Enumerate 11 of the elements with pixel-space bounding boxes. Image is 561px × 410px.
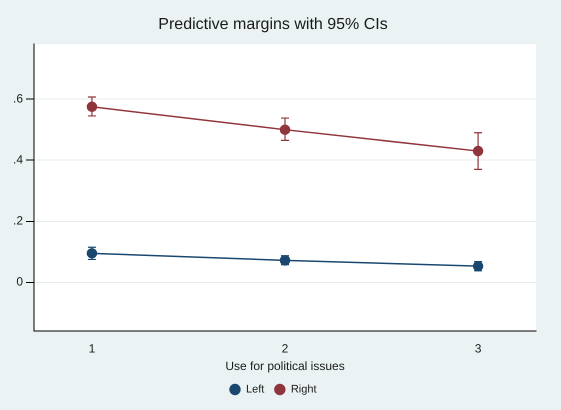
legend-label: Left: [246, 384, 264, 396]
y-tick-label: 0: [16, 274, 24, 289]
y-tick-label: .4: [12, 152, 24, 167]
y-tick-label: .6: [12, 91, 24, 106]
legend-label: Right: [290, 384, 317, 396]
y-tick-label: .2: [12, 214, 24, 228]
chart-title: Predictive margins with 95% CIs: [158, 16, 388, 34]
x-tick-label: 3: [474, 342, 482, 356]
x-axis-title: Use for political issues: [225, 359, 345, 374]
x-tick-label: 1: [88, 342, 96, 356]
x-tick-label: 2: [282, 342, 289, 356]
